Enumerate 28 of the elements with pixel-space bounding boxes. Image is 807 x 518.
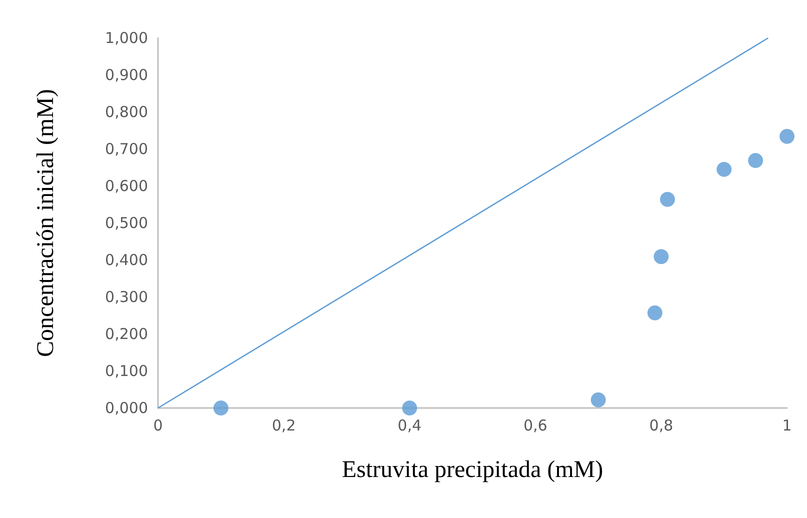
y-tick-label: 0,500: [105, 214, 148, 232]
y-tick-label: 0,200: [105, 325, 148, 343]
x-tick-label: 0,2: [272, 416, 296, 434]
point: [660, 192, 675, 207]
y-tick-label: 0,400: [105, 251, 148, 269]
y-axis-title: Concentración inicial (mM): [33, 89, 59, 357]
point: [213, 400, 228, 416]
x-tick-label: 0,8: [649, 416, 674, 434]
x-tick-label: 0,6: [523, 416, 548, 434]
x-tick-label: 0: [153, 416, 163, 434]
point: [780, 128, 794, 144]
x-tick-label: 1: [782, 416, 792, 434]
point: [654, 249, 669, 264]
point: [590, 392, 606, 408]
y-tick-label: 0,600: [105, 177, 148, 195]
point: [402, 400, 418, 416]
point: [647, 305, 662, 320]
x-axis-title: Estruvita precipitada (mM): [342, 457, 604, 483]
y-tick-label: 1,000: [105, 29, 148, 47]
y-tick-label: 0,000: [105, 399, 148, 417]
y-tick-label: 0,300: [105, 288, 148, 306]
y-tick-label: 0,800: [105, 103, 148, 121]
point: [716, 162, 732, 177]
x-tick-label: 0,4: [398, 416, 422, 434]
y-tick-label: 0,100: [105, 362, 148, 380]
y-tick-label: 0,700: [105, 140, 148, 158]
y-tick-label: 0,900: [105, 66, 148, 84]
point: [748, 152, 764, 168]
